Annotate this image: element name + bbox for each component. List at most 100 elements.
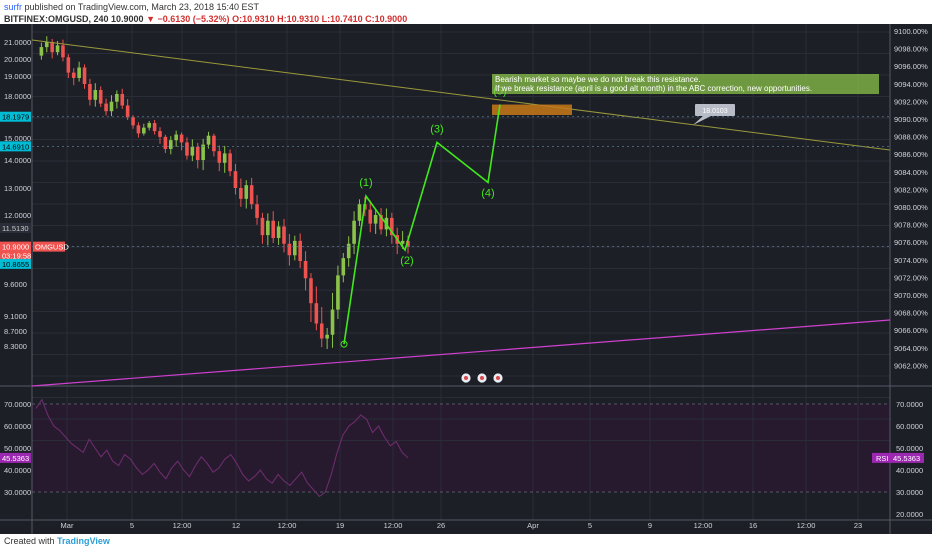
candle-body [249,185,254,205]
rsi-value-tag [0,452,31,463]
candle-body [98,90,103,104]
candle-body [292,240,297,256]
candle-body [276,226,281,238]
right-axis-tick-label: 9088.00% [894,133,928,142]
price-tick-label: 14.0000 [4,156,31,165]
price-tick-label: 9.1000 [4,312,27,321]
time-tick-label: 26 [437,521,445,530]
wave-label: (2) [400,255,413,267]
candle-body [260,217,265,236]
right-axis-tick-label: 9070.00% [894,291,928,300]
right-axis-tick-label: 9092.00% [894,97,928,106]
rsi-left-tick-label: 60.0000 [4,422,31,431]
right-axis-tick-label: 9074.00% [894,256,928,265]
candle-body [314,303,319,324]
rsi-left-tick-label: 40.0000 [4,466,31,475]
candle-body [406,240,410,247]
right-axis-tick-label: 9072.00% [894,273,928,282]
callout-label: 18.0103 [702,108,727,115]
rsi-left-tick-label: 30.0000 [4,488,31,497]
candle-body [346,243,351,259]
price-tick-label: 8.7000 [4,327,27,336]
rsi-left-tick-label: 50.0000 [4,444,31,453]
right-axis-tick-label: 9100.00% [894,27,928,36]
rsi-band [32,404,890,492]
symbol-label: BITFINEX:OMGUSD, 240 [4,14,109,24]
publish-line: surfr published on TradingView.com, Marc… [4,2,259,12]
right-axis-tick-label: 9064.00% [894,344,928,353]
price-tick-label: 13.0000 [4,184,31,193]
price-tick-label: 20.0000 [4,55,31,64]
price-tick-label: 21.0000 [4,38,31,47]
price-tag-label: 10.8655 [2,260,29,269]
time-tick-label: 12:00 [173,521,192,530]
candle-body [185,142,189,156]
candle-body [71,72,76,78]
rsi-right-tick-label: 30.0000 [896,488,923,497]
rsi-right-value-label: 45.5363 [893,454,920,463]
price-chart[interactable]: 21.000020.000019.000018.000017.000015.00… [0,24,932,534]
rsi-right-tick-label: 20.0000 [896,510,923,519]
price-tag-label: OMGUSD [35,243,69,252]
event-icon-dot [464,376,468,380]
candle-body [282,226,286,244]
candle-body [77,67,81,78]
candle-body [93,90,98,100]
author-link[interactable]: surfr [4,2,22,12]
candle-body [309,278,313,304]
rsi-right-tick-label: 70.0000 [896,400,923,409]
price-tag-label: 18.1979 [2,113,29,122]
price-tag [0,222,31,233]
candle-body [147,123,152,128]
candle-body [125,105,130,118]
wave-start-marker [340,340,348,348]
time-tick-label: 12:00 [278,521,297,530]
candle-body [379,215,383,230]
candle-body [55,45,60,53]
candle-body [168,140,173,149]
candle-body [115,94,119,102]
right-axis-tick-label: 9080.00% [894,203,928,212]
last-price: 10.9000 [111,14,144,24]
candle-body [195,146,200,160]
candle-body [142,127,146,134]
candle-body [222,153,227,163]
right-axis-tick-label: 9062.00% [894,361,928,370]
candle-body [373,215,378,224]
symbol-line: BITFINEX:OMGUSD, 240 10.9000 ▼ −0.6130 (… [4,14,407,24]
rsi-value-label: 45.5363 [2,454,29,463]
right-axis-tick-label: 9098.00% [894,45,928,54]
time-tick-label: Mar [61,521,74,530]
candle-body [50,42,54,53]
candle-body [228,153,232,172]
candle-body [131,117,135,126]
right-axis-tick-label: 9068.00% [894,309,928,318]
candle-body [341,258,346,276]
candle-body [368,209,373,224]
time-tick-label: 5 [130,521,134,530]
candle-body [206,135,211,145]
candle-body [82,67,87,84]
price-tag-label: 11.5130 [2,224,29,233]
right-axis-tick-label: 9096.00% [894,62,928,71]
price-tag [0,241,31,252]
candle-body [152,123,157,132]
time-tick-label: 12 [232,521,240,530]
right-axis-tick-label: 9084.00% [894,168,928,177]
published-text: published on TradingView.com, March 23, … [22,2,259,12]
price-tag-label: 10.9000 [2,243,29,252]
candle-body [266,220,270,236]
price-tag [0,141,31,152]
candle-body [174,134,178,141]
wave-label: (1) [359,177,372,189]
resistance-trendline [31,39,891,151]
candle-body [190,146,195,156]
candle-body [298,240,302,261]
price-tick-label: 15.0000 [4,134,31,143]
price-tag [0,258,31,269]
annotation-text: Bearish market so maybe we do not break … [495,75,700,84]
candle-body [239,188,243,199]
candle-body [255,204,259,218]
price-tag [0,250,31,261]
